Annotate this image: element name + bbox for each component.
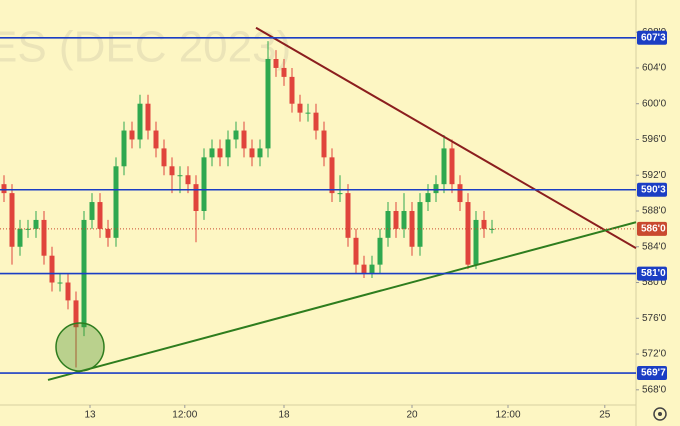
candle-body (265, 59, 271, 149)
candle-body (105, 228, 111, 238)
x-tick-label: 20 (406, 410, 418, 421)
x-tick-label: 12:00 (495, 410, 520, 421)
y-tick-label: 596'0 (642, 134, 667, 145)
x-tick-label: 13 (84, 410, 96, 421)
candle-body (273, 59, 279, 68)
candle-body (457, 184, 463, 203)
highlight-circle (55, 322, 105, 372)
watermark: ES (DEC 2023) (0, 23, 291, 72)
candle-body (473, 219, 479, 265)
candle-body (33, 219, 39, 229)
candle-body (433, 184, 439, 194)
candle-body (377, 237, 383, 265)
price-label-box (637, 30, 667, 45)
candle-body (345, 193, 351, 238)
settings-icon-ring[interactable] (653, 407, 667, 421)
x-tick-label: 25 (599, 410, 611, 421)
candle-body (369, 264, 375, 274)
price-label: 581'0 (641, 268, 666, 279)
candle-body (113, 166, 119, 238)
y-tick-label: 604'0 (642, 63, 667, 74)
candle-body (257, 148, 263, 158)
price-label: 607'3 (641, 32, 666, 43)
candle-body (25, 228, 31, 230)
candle-body (417, 202, 423, 247)
candle-body (353, 237, 359, 265)
candle-body (57, 282, 63, 284)
candle-body (73, 300, 79, 328)
y-tick-label: 600'0 (642, 98, 667, 109)
y-tick-label: 576'0 (642, 313, 667, 324)
candle-body (185, 175, 191, 185)
candle-body (97, 202, 103, 229)
price-label-box (637, 266, 667, 281)
candle-body (241, 130, 247, 149)
candle-body (481, 219, 487, 229)
candle-body (137, 103, 143, 140)
candle-body (289, 76, 295, 104)
price-label-box (637, 221, 667, 236)
trend-line (47, 221, 637, 381)
candle-body (217, 148, 223, 158)
candle-body (169, 166, 175, 176)
candle-body (177, 175, 183, 177)
settings-icon-dot[interactable] (658, 412, 662, 416)
price-label: 590'3 (641, 184, 666, 195)
candle-body (65, 282, 71, 301)
candle-body (449, 148, 455, 185)
settings-icon[interactable] (653, 407, 667, 421)
trend-line (255, 26, 637, 249)
candle-body (209, 148, 215, 158)
y-tick-label: 568'0 (642, 384, 667, 395)
x-tick-label: 18 (278, 410, 290, 421)
candle-body (9, 193, 15, 247)
price-label: 569'7 (641, 368, 666, 379)
candle-body (129, 130, 135, 140)
y-tick-label: 584'0 (642, 241, 667, 252)
price-label: 586'0 (641, 224, 666, 235)
candle-body (121, 130, 127, 167)
candle-body (153, 130, 159, 149)
candle-body (297, 103, 303, 113)
candle-body (161, 148, 167, 167)
candle-body (305, 112, 311, 114)
candle-body (393, 210, 399, 229)
candle-body (401, 210, 407, 229)
candle-body (1, 184, 7, 194)
candle-body (321, 130, 327, 158)
candle-body (361, 264, 367, 274)
candle-body (337, 193, 343, 195)
price-label-box (637, 366, 667, 381)
candle-body (201, 157, 207, 211)
candle-body (145, 103, 151, 131)
candle-body (17, 228, 23, 247)
y-tick-label: 592'0 (642, 170, 667, 181)
candle-body (385, 210, 391, 238)
candle-body (49, 255, 55, 283)
y-tick-label: 588'0 (642, 206, 667, 217)
y-tick-label: 580'0 (642, 277, 667, 288)
y-tick-label: 572'0 (642, 349, 667, 360)
candle-body (281, 67, 287, 77)
overlay: 608'0604'0600'0596'0592'0588'0584'0580'0… (0, 27, 667, 421)
candle-body (409, 210, 415, 247)
candle-body (225, 139, 231, 158)
candle-body (313, 112, 319, 131)
candle-body (329, 157, 335, 194)
candle-body (41, 219, 47, 256)
candle-body (249, 148, 255, 158)
candle-body (425, 193, 431, 203)
x-tick-label: 12:00 (172, 410, 197, 421)
candle-body (193, 184, 199, 211)
candle-body (465, 202, 471, 265)
candle-body (441, 148, 447, 185)
plot (1, 26, 637, 381)
candle-body (233, 130, 239, 140)
price-label-box (637, 182, 667, 197)
candle-body (89, 202, 95, 220)
